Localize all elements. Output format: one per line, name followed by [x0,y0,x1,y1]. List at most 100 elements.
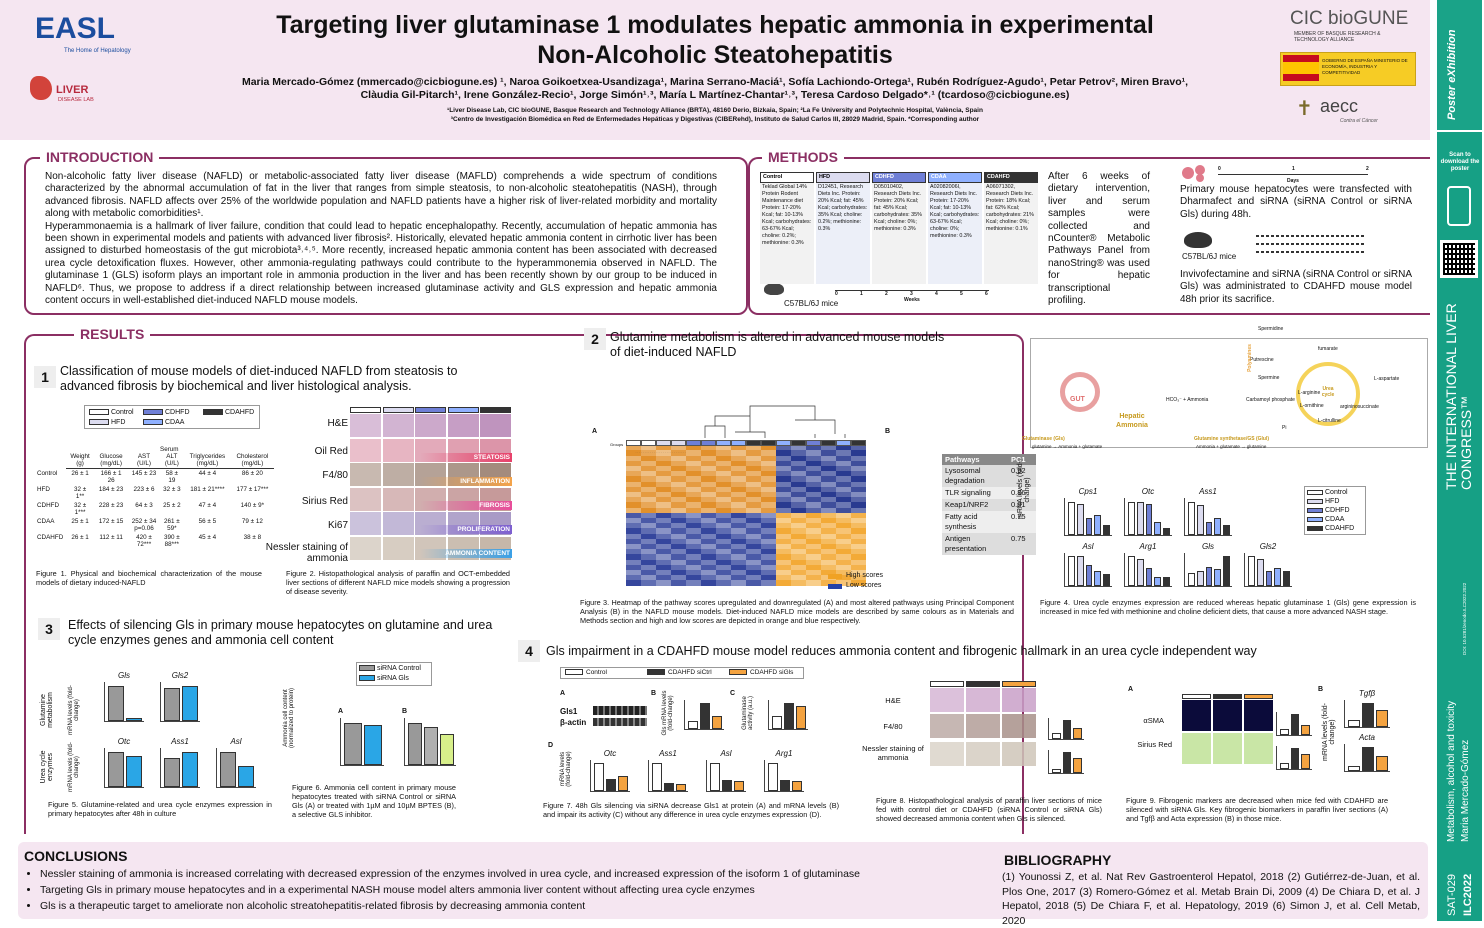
heatmap-cell [851,486,866,492]
heatmap-cell [686,512,701,518]
fig7-b-ylabel: Gls mRNA levels (fold-change) [662,690,674,736]
heatmap-cell [686,580,701,586]
legend-label: CDAHFD siGls [750,669,794,676]
heatmap-cell [671,492,686,498]
heatmap-cell [731,492,746,498]
fig4-chart [1124,498,1172,536]
pca-header: Pathways PC1 [942,454,1036,465]
legend-label: siRNA Gls [377,675,409,682]
diet-desc: D05010402, Research Diets Inc. Protein: … [874,184,922,232]
heatmap-cell [836,460,851,466]
heatmap-cell [716,554,731,560]
code-text: SAT-029 [1446,874,1458,916]
heatmap-cell [626,476,641,482]
heatmap-cell [836,533,851,539]
histology-tile [382,536,414,560]
heatmap-cell [656,466,671,472]
heatmap-cell [671,518,686,524]
title-line1: Targeting liver glutaminase 1 modulates … [276,11,1154,39]
heatmap-cell [656,476,671,482]
liver-logo-icon [30,76,52,100]
fig8-col-header [966,681,1000,687]
bar [1052,733,1061,739]
heatmap-cell [836,554,851,560]
heatmap-cell [791,450,806,456]
legend-item: CDAHFD [203,408,254,417]
bar [1154,577,1162,586]
diet-name: CDAA [928,172,982,183]
heatmap-cell [746,528,761,534]
heatmap-cell [851,492,866,498]
heatmap-cell [701,471,716,477]
table-cell: 64 ± 3 [135,502,153,509]
qr-code[interactable] [1440,240,1478,278]
heatmap-cell [731,575,746,581]
heatmap-cell [746,544,761,550]
affiliations: ¹Liver Disease Lab, CIC bioGUNE, Basque … [220,106,1210,124]
bar [652,763,662,791]
fig1-caption: Figure 1. Physical and biochemical chara… [36,569,262,587]
heatmap-cell [791,554,806,560]
heatmap-cell [731,523,746,529]
fig6-ylabel: Ammonia cell content (normalized to prot… [283,687,295,749]
group-cell [791,440,806,446]
heatmap-cell [716,481,731,487]
heatmap-cell [806,512,821,518]
diet-desc: A02082006I, Research Diets Inc. Protein:… [930,184,980,239]
title-line2: Non-Alcoholic Steatohepatitis [537,41,893,69]
bar [1068,501,1075,535]
group-cell [671,440,686,446]
table-cell: 25 ± 1 [71,518,89,525]
histology-tile [350,414,381,437]
fig8-col-header [930,681,964,687]
heatmap-cell [686,455,701,461]
chart-title: Ass1 [1199,487,1217,496]
disease-band: AMMONIA CONTENT [420,549,512,558]
heatmap-cell [806,476,821,482]
conclusion-item: Targeting Gls in primary mouse hepatocyt… [40,882,990,898]
heatmap-cell [686,497,701,503]
chart-title: Gls [1202,542,1214,551]
table-cell: 26 ± 1 [71,534,89,541]
heatmap-cell [716,538,731,544]
low-score-swatch [828,584,842,589]
heatmap-cell [851,554,866,560]
heatmap-cell [806,580,821,586]
fig7-caption: Figure 7. 48h Gls silencing via siRNA de… [543,801,839,819]
intro-p2: Hyperammonaemia is a hallmark of liver f… [45,220,717,307]
hepatic-ammonia: Hepatic Ammonia [1116,413,1148,429]
fig9-chart-tgfb [1344,700,1390,728]
legend-swatch [1307,516,1323,522]
fig2-caption: Figure 2. Histopathological analysis of … [286,569,510,596]
heatmap-cell [641,533,656,539]
heatmap-cell [701,481,716,487]
blot-gls1 [593,706,647,715]
heatmap-cell [686,471,701,477]
heatmap-cell [731,455,746,461]
heatmap-cell [791,533,806,539]
heatmap-cell [626,564,641,570]
intro-text: Non-alcoholic fatty liver disease (NAFLD… [45,171,717,307]
fig3-panel-b: B [885,428,891,435]
fig3-title: Glutamine metabolism is altered in advan… [610,330,945,359]
fig7-chart-d [764,760,804,792]
heatmap-cell [701,445,716,451]
bar [1301,754,1310,769]
bar [722,779,732,791]
fig7-panel-a: A [560,690,566,697]
heatmap-cell [731,564,746,570]
heatmap-cell [761,512,776,518]
week-tick: 0 [835,291,838,297]
legend-swatch [89,419,109,426]
heatmap-cell [701,492,716,498]
fig9-tile [1244,700,1273,731]
fig8-tile [930,714,964,738]
urea-cycle-ring [1296,362,1360,426]
diet-name: HFD [816,172,870,183]
heatmap-cell [806,528,821,534]
fig7-d-ylabel: mRNA levels (fold-change) [560,751,572,787]
fig4-legend-item: CDAHFD [1307,524,1363,533]
heatmap-cell [776,533,791,539]
cdahfd-timeline [1236,226,1366,258]
gov-text: GOBIERNO DE ESPAÑA MINISTERIO DE ECONOMÍ… [1322,58,1408,75]
